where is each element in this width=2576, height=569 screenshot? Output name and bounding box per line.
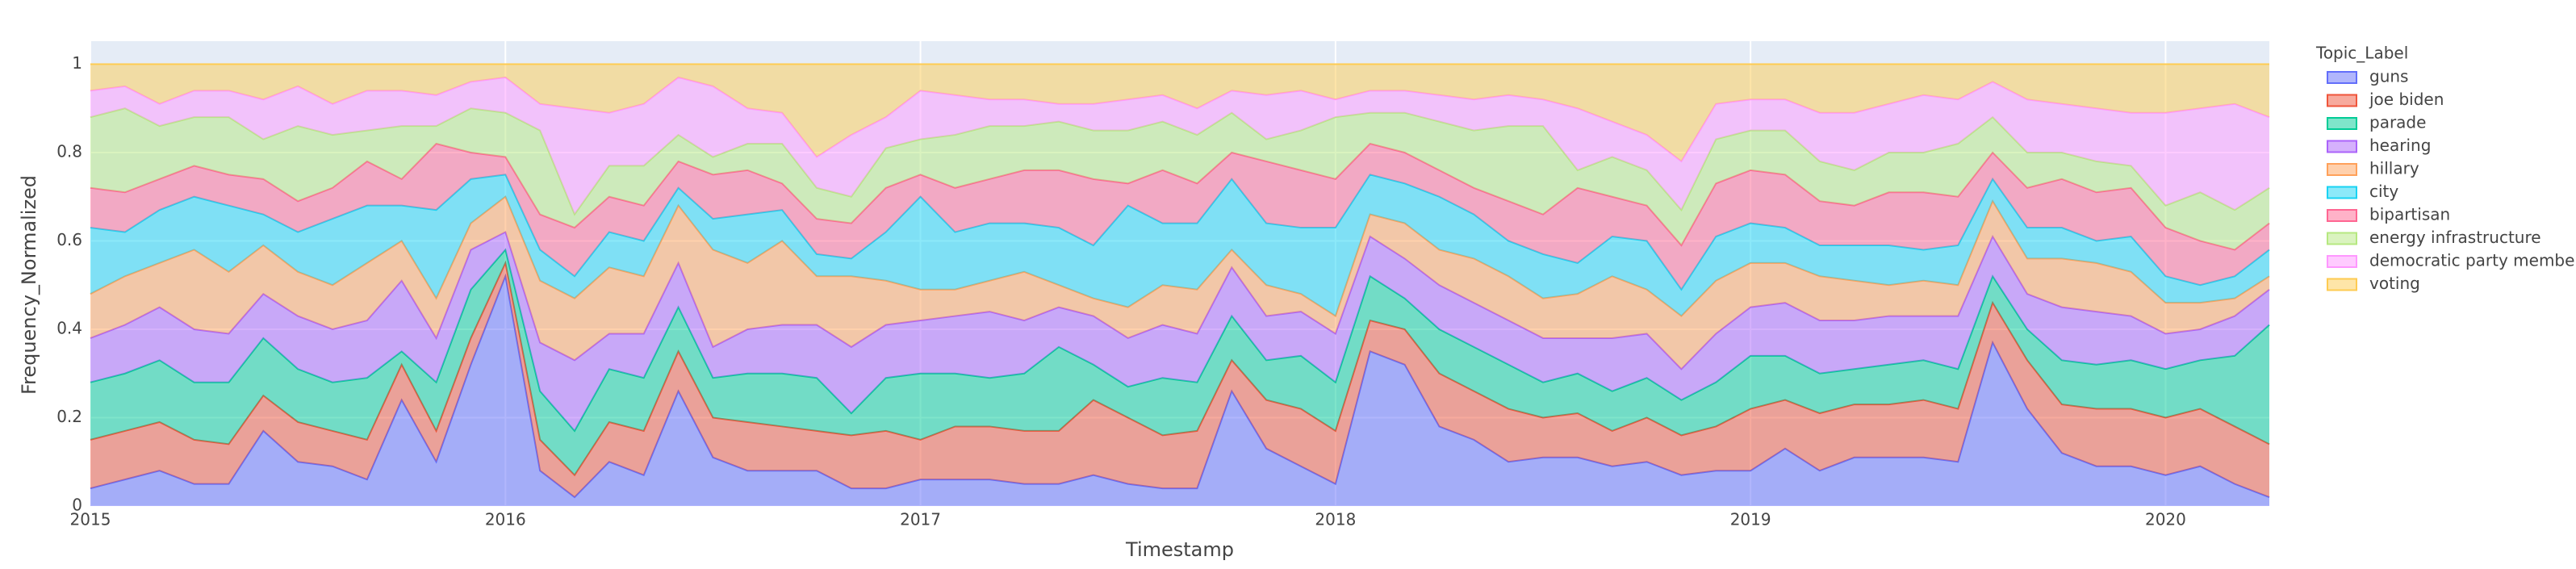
x-tick-label: 2020 [2145, 510, 2186, 529]
legend-label: energy infrastructure [2369, 228, 2541, 247]
legend-label: guns [2369, 67, 2408, 86]
areas [90, 63, 2270, 506]
area-fill [90, 174, 2269, 316]
legend-swatch [2327, 117, 2357, 130]
legend-label: hillary [2369, 159, 2419, 178]
legend-label: parade [2369, 113, 2426, 132]
legend-label: hearing [2369, 136, 2431, 155]
legend-swatch [2327, 232, 2357, 245]
legend-swatch [2327, 71, 2357, 84]
legend-swatch [2327, 140, 2357, 153]
y-tick-label: 0 [72, 496, 82, 515]
y-tick-label: 0.2 [56, 407, 82, 426]
area-fill [90, 108, 2269, 250]
y-tick-label: 0.4 [56, 318, 82, 337]
legend-title: Topic_Label [2315, 44, 2408, 63]
x-tick-label: 2017 [900, 510, 941, 529]
legend-label: voting [2369, 274, 2420, 293]
x-axis-title: Timestamp [1125, 538, 1234, 561]
area-fill [90, 64, 2269, 161]
x-tick-label: 2019 [1730, 510, 1771, 529]
y-tick-label: 1 [72, 53, 82, 73]
area-fill [90, 232, 2269, 431]
legend-label: bipartisan [2369, 205, 2450, 224]
legend-swatch [2327, 163, 2357, 176]
area-fill [90, 276, 2269, 506]
area-fill [90, 196, 2269, 370]
area-fill [90, 77, 2269, 215]
legend-label: joe biden [2369, 90, 2444, 109]
y-tick-label: 0.8 [56, 141, 82, 161]
legend-swatch [2327, 186, 2357, 199]
legend-swatch [2327, 94, 2357, 107]
legend-swatch [2327, 209, 2357, 222]
y-axis-title: Frequency_Normalized [18, 175, 40, 395]
area-fill [90, 249, 2269, 475]
legend-swatch [2327, 255, 2357, 268]
legend-label: democratic party members [2369, 251, 2576, 270]
x-tick-label: 2016 [485, 510, 526, 529]
x-tick-label: 2018 [1315, 510, 1356, 529]
legend-label: city [2369, 182, 2398, 201]
x-tick-label: 2015 [70, 510, 111, 529]
area-fill [90, 262, 2269, 498]
legend-swatch [2327, 278, 2357, 291]
y-tick-label: 0.6 [56, 230, 82, 249]
